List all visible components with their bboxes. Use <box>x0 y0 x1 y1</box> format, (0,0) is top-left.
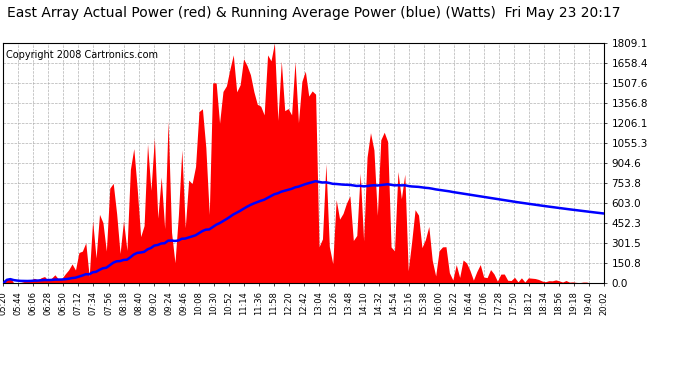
Text: East Array Actual Power (red) & Running Average Power (blue) (Watts)  Fri May 23: East Array Actual Power (red) & Running … <box>7 6 620 20</box>
Text: Copyright 2008 Cartronics.com: Copyright 2008 Cartronics.com <box>6 50 159 60</box>
